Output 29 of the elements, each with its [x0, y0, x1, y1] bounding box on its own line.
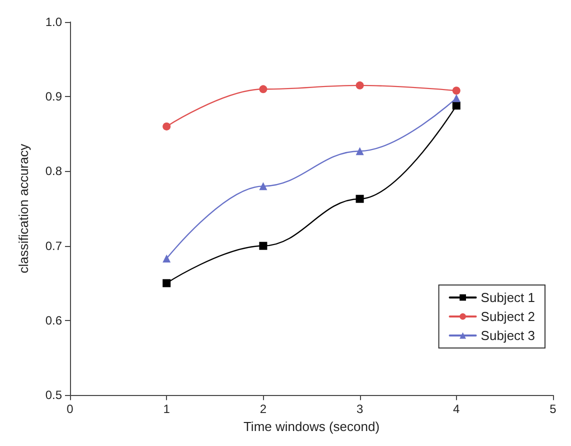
x-tick-label: 2	[260, 402, 267, 416]
legend-label: Subject 2	[480, 309, 535, 324]
point	[452, 94, 460, 102]
y-tick-label: 0.6	[45, 313, 62, 328]
point	[259, 182, 268, 190]
point	[452, 102, 460, 110]
x-tick-label: 1	[163, 402, 170, 416]
legend-label: Subject 3	[480, 328, 535, 343]
point	[162, 122, 171, 130]
y-tick-label: 1.0	[45, 15, 62, 29]
point	[259, 242, 268, 250]
point	[162, 279, 171, 288]
point	[162, 254, 171, 263]
y-tick-label: 0.5	[45, 388, 62, 402]
y-tick-label: 0.7	[45, 238, 62, 253]
y-tick-label: 0.8	[45, 164, 62, 178]
point	[356, 194, 364, 203]
y-tick-label: 0.9	[45, 90, 62, 104]
x-tick-label: 5	[550, 402, 557, 416]
point	[259, 85, 268, 94]
point	[356, 147, 364, 156]
x-axis-title: Time windows (second)	[243, 419, 380, 434]
y-axis-title: classification accuracy	[16, 143, 31, 274]
legend-label: Subject 1	[480, 290, 535, 305]
x-tick-label: 3	[356, 402, 364, 416]
x-tick-label: 4	[453, 402, 460, 416]
point	[356, 81, 364, 90]
x-tick-label: 0	[66, 402, 74, 416]
point	[452, 86, 460, 95]
